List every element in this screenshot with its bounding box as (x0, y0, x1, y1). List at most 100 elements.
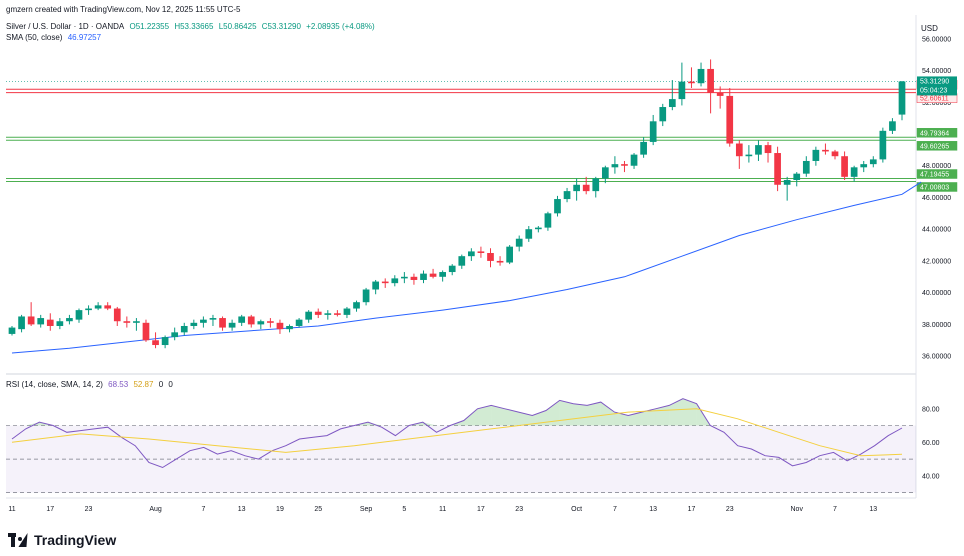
candle-body (458, 256, 466, 266)
price-tick-label: 46.00000 (922, 195, 951, 202)
candle-body (219, 318, 226, 328)
candle-body (410, 276, 418, 280)
rsi-value: 68.53 (108, 380, 129, 389)
time-tick-label: 23 (726, 506, 734, 513)
tradingview-logo-icon (8, 533, 32, 547)
rsi-overbought-fill (559, 400, 574, 426)
time-tick-label: 7 (613, 506, 617, 513)
rsi-extra-2: 0 (168, 380, 173, 389)
candle-body (152, 340, 159, 346)
rsi-label[interactable]: RSI (14, close, SMA, 14, 2) (6, 380, 103, 389)
candle-body (668, 99, 676, 108)
price-tick-label: 56.00000 (922, 36, 951, 43)
candle-body (37, 318, 45, 325)
candle-body (429, 273, 437, 277)
candle-body (27, 316, 35, 325)
candle-body (180, 325, 188, 333)
candle-body (554, 199, 561, 214)
rsi-overbought-fill (504, 408, 519, 426)
price-tick-label: 44.00000 (922, 227, 951, 234)
level-price-tag (916, 141, 958, 151)
rsi-overbought-fill (682, 398, 697, 426)
candle-body (334, 313, 341, 315)
symbol-title[interactable]: Silver / U.S. Dollar · 1D · OANDA (6, 22, 125, 31)
sma-indicator-row: SMA (50, close) 46.97257 (6, 33, 104, 42)
candle-body (860, 164, 868, 168)
candle-body (477, 251, 485, 253)
time-tick-label: 11 (8, 506, 15, 513)
rsi-ma-line (11, 408, 903, 457)
ohlc-close: C53.31290 (261, 22, 301, 31)
candle-body (305, 311, 313, 320)
level-price-label: 49.79364 (920, 130, 949, 137)
sma-label[interactable]: SMA (50, close) (6, 33, 63, 42)
candle-body (209, 318, 217, 320)
candle-body (314, 311, 322, 315)
rsi-overbought-fill (669, 398, 683, 426)
candle-body (247, 316, 255, 325)
level-price-tag (916, 128, 958, 138)
candle-body (582, 184, 590, 192)
candle-body (611, 164, 619, 168)
price-tick-label: 36.00000 (922, 354, 951, 361)
rsi-ma-value: 52.87 (133, 380, 154, 389)
candle-body (889, 121, 896, 131)
candle-body (621, 164, 628, 166)
candle-body (295, 319, 303, 326)
candle-body (257, 321, 265, 325)
candle-body (420, 273, 427, 280)
candle-body (496, 260, 504, 263)
rsi-overbought-fill (463, 408, 478, 426)
rsi-overbought-fill (546, 400, 560, 426)
candle-body (678, 81, 686, 100)
level-price-tag (916, 182, 958, 192)
last-price-label: 53.31290 (920, 78, 949, 85)
rsi-overbought-fill (368, 422, 382, 426)
price-tick-label: 40.00000 (922, 290, 951, 297)
candle-body (75, 310, 83, 320)
candle-body (640, 141, 647, 155)
candle-body (391, 278, 399, 284)
symbol-ohlc-row: Silver / U.S. Dollar · 1D · OANDA O51.22… (6, 22, 378, 31)
chart-credit: gmzern created with TradingView.com, Nov… (6, 5, 241, 14)
rsi-overbought-fill (587, 402, 601, 426)
candle-body (56, 321, 64, 326)
candle-body (171, 332, 179, 338)
candle-body (161, 337, 169, 346)
candle-body (85, 308, 92, 311)
time-tick-label: 23 (85, 506, 93, 513)
candle-body (630, 154, 638, 166)
candle-body (659, 107, 667, 122)
candle-body (94, 305, 102, 309)
rsi-line (11, 398, 903, 469)
price-tick-label: 38.00000 (922, 322, 951, 329)
candle-body (401, 276, 408, 279)
candle-body (238, 316, 246, 323)
time-tick-label: 7 (833, 506, 837, 513)
candle-body (18, 316, 25, 330)
candle-body (506, 246, 513, 263)
candle-body (228, 322, 236, 328)
rsi-overbought-fill (614, 412, 629, 426)
currency-label[interactable]: USD (921, 24, 938, 33)
candle-body (439, 272, 446, 277)
candle-body (286, 325, 293, 330)
candle-body (544, 213, 552, 228)
candle-body (601, 167, 609, 179)
candle-body (755, 145, 762, 155)
rsi-tick-label: 40.00 (922, 473, 940, 480)
time-tick-label: Sep (360, 506, 373, 513)
candle-body (525, 229, 533, 239)
candle-body (324, 313, 332, 315)
time-tick-label: Oct (571, 506, 582, 513)
price-tick-label: 42.00000 (922, 258, 951, 265)
tradingview-logo[interactable]: TradingView (8, 532, 116, 548)
candle-body (487, 253, 494, 261)
candle-body (362, 289, 370, 303)
time-tick-label: 19 (276, 506, 284, 513)
candle-body (104, 305, 112, 309)
candle-body (276, 322, 284, 330)
candle-body (468, 251, 475, 257)
ohlc-low: L50.86425 (218, 22, 257, 31)
candle-body (812, 149, 820, 161)
